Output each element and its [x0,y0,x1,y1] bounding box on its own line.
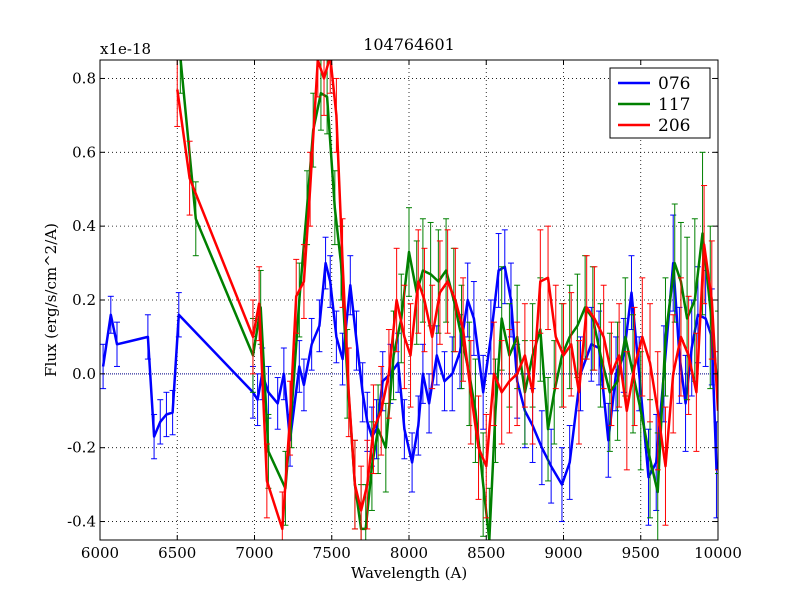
series-line-117 [179,60,718,540]
legend-label: 206 [658,116,690,136]
legend-label: 117 [658,95,690,115]
x-tick-label: 7000 [235,544,273,562]
y-tick-label: -0.2 [67,439,96,457]
y-axis-label: Flux (erg/s/cm^2/A) [42,223,60,377]
x-axis-label: Wavelength (A) [351,564,467,582]
y-tick-label: 0.4 [72,217,96,235]
x-tick-label: 6500 [158,544,196,562]
y-tick-label: 0.6 [72,143,96,161]
y-tick-label: -0.4 [67,513,96,531]
y-tick-label: 0.2 [72,291,96,309]
x-tick-label: 10000 [694,544,742,562]
y-multiplier: x1e-18 [100,40,151,58]
x-tick-label: 7500 [313,544,351,562]
series-line-206 [176,60,718,531]
chart-title: 104764601 [363,35,455,54]
legend-label: 076 [658,74,690,94]
x-tick-label: 8500 [467,544,505,562]
axis-ticks: 6000 6500 7000 7500 8000 8500 9000 9500 10000 -0.… [67,60,742,562]
x-tick-label: 9500 [622,544,660,562]
series-line-076 [101,261,718,486]
y-tick-label: 0.8 [72,69,96,87]
x-tick-label: 8000 [390,544,428,562]
x-tick-label: 6000 [81,544,119,562]
x-tick-label: 9000 [544,544,582,562]
series-206 [174,60,718,540]
y-tick-label: 0.0 [72,365,96,383]
series-group [100,60,718,540]
